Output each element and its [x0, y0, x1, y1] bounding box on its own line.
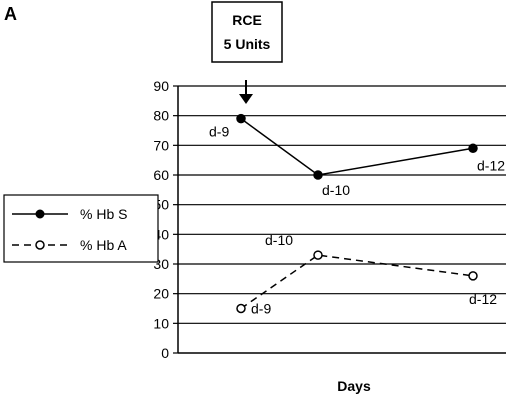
- point-label-hbs: d-10: [322, 182, 350, 198]
- point-label-hbs: d-12: [477, 157, 505, 173]
- annotation-line1: RCE: [232, 12, 262, 28]
- panel-label: A: [4, 4, 17, 24]
- legend-label-hba: % Hb A: [80, 237, 127, 253]
- data-point-hba: [313, 250, 323, 260]
- y-tick-label: 60: [153, 167, 169, 183]
- data-point-hbs: [236, 113, 246, 124]
- legend-label-hbs: % Hb S: [80, 206, 127, 222]
- treatment-annotation: RCE 5 Units: [211, 1, 283, 104]
- y-tick-label: 0: [161, 345, 169, 361]
- legend-box: [3, 194, 159, 263]
- point-label-hbs: d-9: [209, 124, 229, 140]
- y-tick-label: 10: [153, 315, 169, 331]
- series-line-hbs: [240, 118, 474, 176]
- point-label-hba: d-9: [251, 301, 271, 317]
- y-tick-label: 20: [153, 286, 169, 302]
- point-label-hba: d-12: [469, 291, 497, 307]
- legend-marker-hba: [35, 240, 45, 250]
- y-tick-label: 90: [153, 78, 169, 94]
- y-tick-label: 70: [153, 137, 169, 153]
- legend: % Hb S % Hb A: [3, 194, 159, 263]
- annotation-arrow-head: [239, 94, 253, 104]
- data-point-hba: [236, 303, 246, 314]
- x-axis-label: Days: [337, 378, 371, 394]
- point-label-hba: d-10: [265, 232, 293, 248]
- annotation-box: [211, 1, 283, 63]
- annotation-line2: 5 Units: [224, 36, 271, 52]
- series-line-hba: [240, 254, 474, 310]
- data-point-hbs: [313, 170, 323, 180]
- y-tick-label: 80: [153, 108, 169, 124]
- data-point-hba: [468, 271, 478, 281]
- data-point-hbs: [468, 143, 478, 154]
- legend-marker-hbs: [35, 209, 45, 219]
